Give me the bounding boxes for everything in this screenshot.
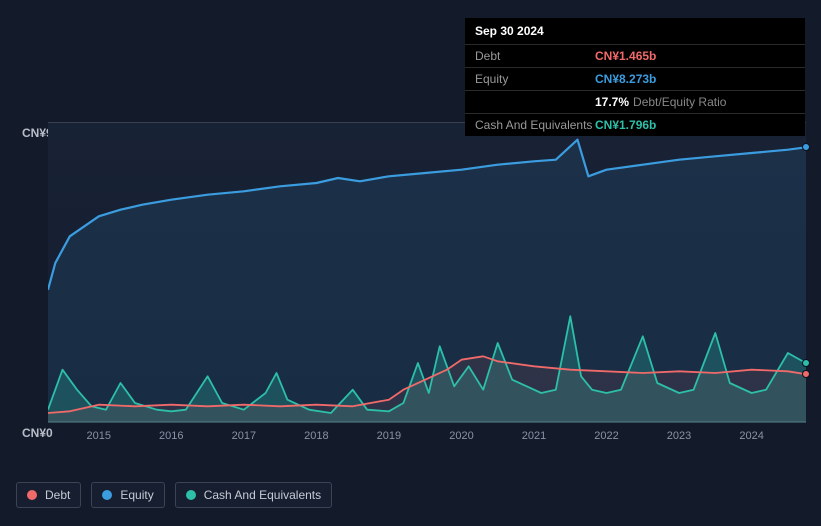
tooltip: Sep 30 2024 Debt CN¥1.465b Equity CN¥8.2… <box>465 18 805 136</box>
debt-endpoint-icon <box>802 370 810 378</box>
legend-label: Debt <box>45 488 70 502</box>
debt-swatch-icon <box>27 490 37 500</box>
tooltip-row-equity: Equity CN¥8.273b <box>465 68 805 91</box>
x-tick: 2020 <box>449 430 473 442</box>
x-tick: 2015 <box>87 430 111 442</box>
x-tick: 2018 <box>304 430 328 442</box>
tooltip-value: CN¥1.796b <box>595 118 656 132</box>
cash-swatch-icon <box>186 490 196 500</box>
equity-endpoint-icon <box>802 143 810 151</box>
tooltip-row-cash: Cash And Equivalents CN¥1.796b <box>465 114 805 136</box>
tooltip-label <box>475 95 595 109</box>
legend-label: Equity <box>120 488 153 502</box>
tooltip-row-ratio: 17.7% Debt/Equity Ratio <box>465 91 805 114</box>
tooltip-date: Sep 30 2024 <box>465 18 805 45</box>
plot-area[interactable] <box>48 122 806 422</box>
chart: 2015 2016 2017 2018 2019 2020 2021 2022 2023 2024 <box>16 122 806 442</box>
x-tick: 2021 <box>522 430 546 442</box>
x-tick: 2016 <box>159 430 183 442</box>
x-axis-ticks: 2015 2016 2017 2018 2019 2020 2021 2022 2023 2024 <box>48 430 806 450</box>
legend-label: Cash And Equivalents <box>204 488 321 502</box>
legend-item-debt[interactable]: Debt <box>16 482 81 508</box>
equity-swatch-icon <box>102 490 112 500</box>
legend: Debt Equity Cash And Equivalents <box>16 482 332 508</box>
x-tick: 2017 <box>232 430 256 442</box>
x-tick: 2022 <box>594 430 618 442</box>
tooltip-ratio-label: Debt/Equity Ratio <box>633 95 726 109</box>
legend-item-equity[interactable]: Equity <box>91 482 164 508</box>
tooltip-row-debt: Debt CN¥1.465b <box>465 45 805 68</box>
tooltip-label: Cash And Equivalents <box>475 118 595 132</box>
tooltip-ratio-pct: 17.7% <box>595 95 629 109</box>
tooltip-value: CN¥8.273b <box>595 72 656 86</box>
cash-endpoint-icon <box>802 359 810 367</box>
tooltip-value: CN¥1.465b <box>595 49 656 63</box>
x-tick: 2023 <box>667 430 691 442</box>
tooltip-label: Debt <box>475 49 595 63</box>
tooltip-label: Equity <box>475 72 595 86</box>
plot-svg <box>48 123 806 423</box>
x-tick: 2024 <box>739 430 763 442</box>
legend-item-cash[interactable]: Cash And Equivalents <box>175 482 332 508</box>
x-tick: 2019 <box>377 430 401 442</box>
